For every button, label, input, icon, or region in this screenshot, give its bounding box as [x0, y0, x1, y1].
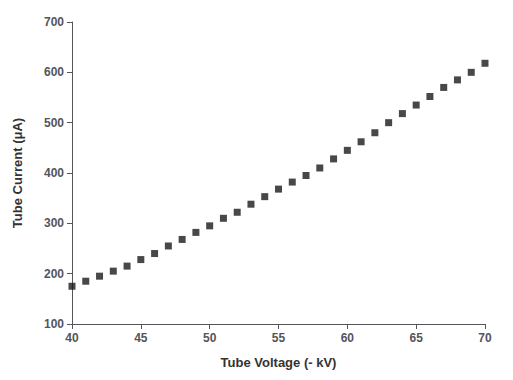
svg-text:50: 50	[203, 331, 217, 345]
svg-text:100: 100	[44, 317, 64, 331]
svg-text:70: 70	[478, 331, 492, 345]
svg-text:300: 300	[44, 216, 64, 230]
svg-text:200: 200	[44, 267, 64, 281]
svg-text:45: 45	[134, 331, 148, 345]
svg-text:400: 400	[44, 166, 64, 180]
svg-text:500: 500	[44, 116, 64, 130]
svg-text:65: 65	[409, 331, 423, 345]
svg-text:600: 600	[44, 65, 64, 79]
svg-text:700: 700	[44, 15, 64, 29]
svg-text:55: 55	[272, 331, 286, 345]
svg-text:60: 60	[341, 331, 355, 345]
svg-text:Tube Current (μA): Tube Current (μA)	[10, 118, 25, 228]
svg-text:40: 40	[65, 331, 79, 345]
svg-text:Tube Voltage (- kV): Tube Voltage (- kV)	[221, 355, 337, 370]
